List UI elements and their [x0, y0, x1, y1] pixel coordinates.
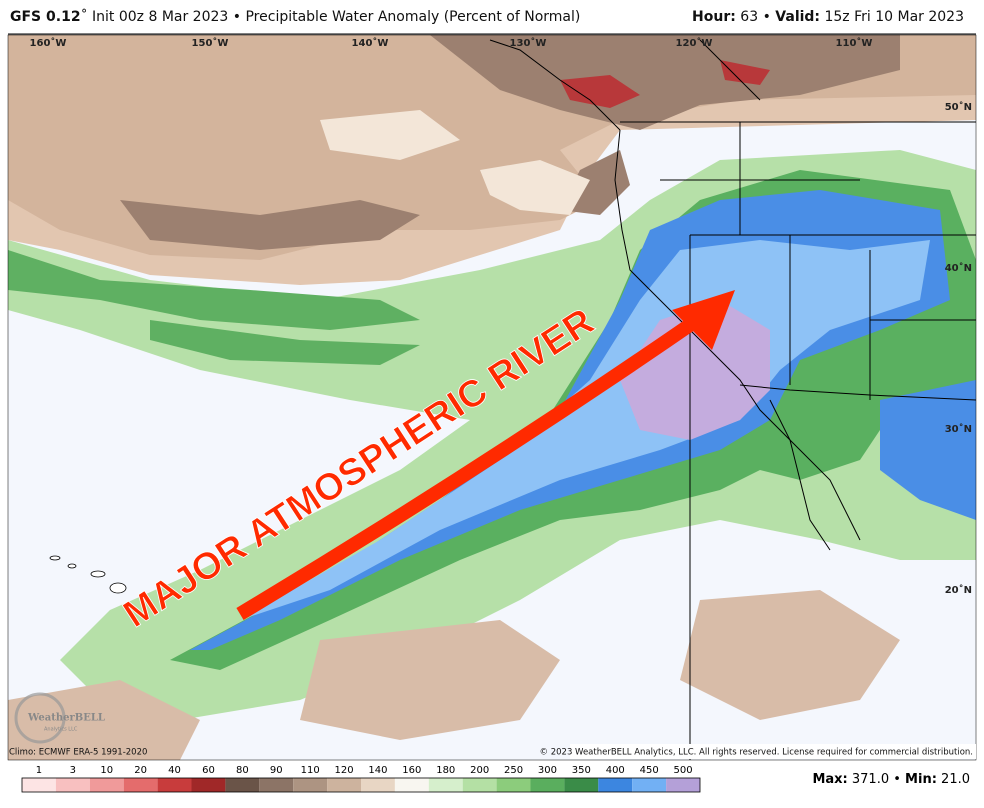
longitude-label: 140˚W	[352, 37, 389, 49]
legend-label: 350	[572, 765, 591, 776]
legend-label: 110	[301, 765, 320, 776]
legend-swatch	[496, 778, 531, 792]
legend-swatch	[598, 778, 633, 792]
logo-sub: Analytics LLC	[44, 727, 78, 733]
dry-area	[8, 590, 900, 760]
legend-swatch	[361, 778, 395, 792]
legend-swatch	[666, 778, 700, 792]
legend-label: 180	[436, 765, 455, 776]
bullet: •	[233, 9, 241, 25]
dry-area	[320, 110, 590, 215]
arrow	[236, 312, 704, 621]
min: 21.0	[941, 772, 970, 787]
legend: 1 3 10 20 40 60 80 90 110 120 140 160 180 200 250 300 35…	[21, 765, 701, 793]
map-frame	[7, 34, 977, 761]
max-label: Max:	[812, 772, 847, 787]
hawaii	[49, 555, 127, 594]
legend-label: 140	[368, 765, 387, 776]
degree: ˚	[81, 8, 88, 25]
valid-label: Valid:	[775, 9, 820, 25]
init: Init 00z 8 Mar 2023	[92, 9, 228, 25]
legend-swatch	[157, 778, 192, 792]
header-right: Hour: 63 • Valid: 15z Fri 10 Mar 2023	[692, 9, 964, 25]
moist-area	[8, 250, 420, 365]
longitude-label: 130˚W	[510, 37, 547, 49]
legend-swatch	[89, 778, 124, 792]
legend-swatch	[293, 778, 328, 792]
legend-label: 80	[236, 765, 249, 776]
legend-swatch	[22, 778, 56, 792]
product: Precipitable Water Anomaly (Percent of N…	[245, 9, 580, 25]
very-dry-area	[120, 35, 900, 250]
bullet: •	[763, 9, 771, 25]
legend-swatch	[428, 778, 463, 792]
legend-label: 250	[504, 765, 523, 776]
latitude-label: 20˚N	[945, 584, 972, 596]
hour: 63	[740, 9, 758, 25]
legend-label: 200	[470, 765, 489, 776]
legend-swatch	[225, 778, 260, 792]
latitude-label: 40˚N	[945, 262, 972, 274]
header-left: GFS 0.12˚ Init 00z 8 Mar 2023 • Precipit…	[10, 8, 580, 25]
max-min: Max: 371.0 • Min: 21.0	[812, 772, 970, 787]
bullet: •	[893, 772, 901, 787]
legend-swatch	[530, 778, 565, 792]
legend-frame	[21, 777, 701, 793]
longitude-label: 120˚W	[676, 37, 713, 49]
legend-swatch	[564, 778, 599, 792]
longitude-label: 110˚W	[836, 37, 873, 49]
legend-label: 20	[134, 765, 147, 776]
legend-swatch	[259, 778, 294, 792]
copyright: © 2023 WeatherBELL Analytics, LLC. All r…	[540, 748, 973, 758]
latitude-label: 30˚N	[945, 423, 972, 435]
extreme-wet	[620, 300, 770, 440]
map: MAJOR ATMOSPHERIC RIVER 160˚W 150˚W 140˚W 1…	[7, 34, 977, 761]
extreme-dry	[560, 60, 770, 108]
latitude-label: 50˚N	[945, 101, 972, 113]
model: GFS 0.12	[10, 9, 81, 25]
wet-area	[880, 380, 976, 520]
legend-swatch	[632, 778, 667, 792]
legend-label: 40	[168, 765, 181, 776]
legend-label: 500	[674, 765, 693, 776]
legend-label: 300	[538, 765, 557, 776]
legend-swatch	[462, 778, 497, 792]
legend-label: 120	[335, 765, 354, 776]
legend-label: 3	[70, 765, 76, 776]
min-label: Min:	[905, 772, 937, 787]
copyright-box	[570, 744, 976, 759]
legend-label: 160	[402, 765, 421, 776]
hour-label: Hour:	[692, 9, 736, 25]
logo: WeatherBELL	[27, 713, 105, 724]
legend-swatch	[123, 778, 158, 792]
longitude-label: 150˚W	[192, 37, 229, 49]
legend-swatch	[55, 778, 90, 792]
coastlines	[489, 39, 976, 760]
legend-label: 450	[640, 765, 659, 776]
logo-mark	[14, 692, 66, 744]
arrow-head	[672, 290, 735, 350]
legend-label: 60	[202, 765, 215, 776]
legend-swatch	[327, 778, 361, 792]
legend-swatch	[394, 778, 429, 792]
max: 371.0	[852, 772, 889, 787]
legend-label: 90	[270, 765, 283, 776]
climo: Climo: ECMWF ERA-5 1991-2020	[9, 748, 147, 758]
legend-label: 10	[100, 765, 113, 776]
valid: 15z Fri 10 Mar 2023	[824, 9, 964, 25]
legend-label: 1	[36, 765, 42, 776]
legend-label: 400	[606, 765, 625, 776]
longitude-label: 160˚W	[30, 37, 67, 49]
legend-swatch	[191, 778, 226, 792]
